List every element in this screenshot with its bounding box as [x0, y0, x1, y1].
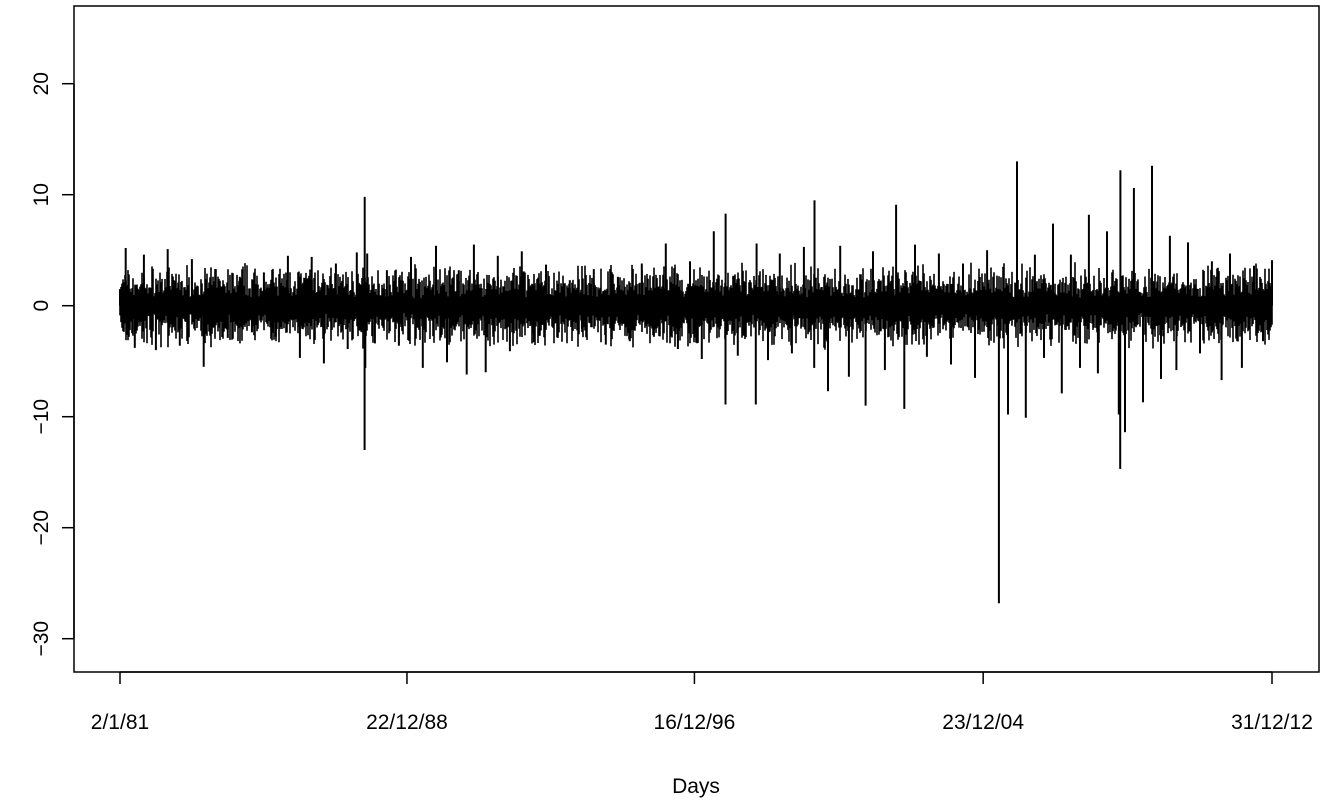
- x-tick-label: 22/12/88: [366, 711, 448, 734]
- y-tick-label: 0: [30, 300, 53, 312]
- x-axis-title: Days: [672, 775, 720, 798]
- series-line: [119, 161, 1273, 604]
- x-axis: 2/1/81 22/12/88 16/12/96 23/12/04 31/12/12: [91, 671, 1313, 734]
- y-tick-label: −20: [30, 510, 53, 546]
- y-axis: −30 −20 −10 0 10 20: [30, 72, 75, 657]
- y-tick-label: −10: [30, 399, 53, 435]
- x-tick-label: 31/12/12: [1231, 711, 1313, 734]
- x-tick-label: 16/12/96: [654, 711, 736, 734]
- noise-band: [119, 262, 1273, 350]
- x-tick-label: 23/12/04: [942, 711, 1024, 734]
- y-tick-label: −30: [30, 621, 53, 657]
- y-tick-label: 20: [30, 72, 53, 95]
- series-noise-band: [119, 262, 1273, 350]
- y-tick-label: 10: [30, 183, 53, 206]
- x-tick-label: 2/1/81: [91, 711, 149, 734]
